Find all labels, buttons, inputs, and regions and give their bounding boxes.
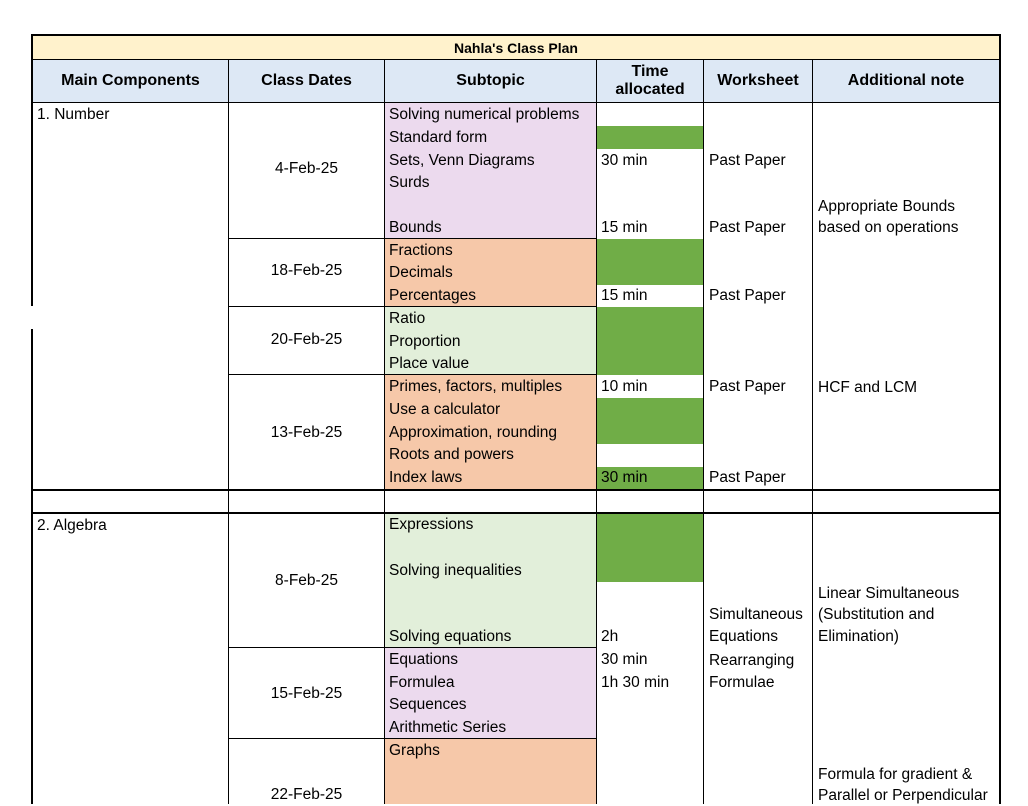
worksheet-value: Past Paper	[709, 378, 786, 395]
header-subtopic: Subtopic	[385, 60, 596, 102]
subtopic-item: Surds	[389, 174, 430, 191]
subtopic-item: Approximation, rounding	[389, 424, 558, 441]
time-fill-ratio	[597, 307, 704, 375]
grid-line	[31, 329, 33, 804]
subtopic-item: Roots and powers	[389, 446, 514, 463]
time-allocated-value: 2h	[601, 628, 619, 645]
time-fill-standard-form	[597, 126, 704, 149]
note-text: HCF and LCM	[818, 379, 918, 396]
grid-line	[31, 102, 1001, 103]
grid-line	[228, 306, 597, 307]
subtopic-item: Place value	[389, 355, 470, 372]
note-text: (Substitution and	[818, 606, 935, 623]
subtopic-item: Percentages	[389, 287, 477, 304]
time-allocated-value: 30 min	[601, 469, 648, 486]
subtopic-item: Solving numerical problems	[389, 106, 580, 123]
note-text: Elimination)	[818, 628, 899, 645]
time-fill-index-laws	[597, 467, 704, 489]
header-main-components: Main Components	[33, 60, 228, 102]
grid-line	[703, 59, 704, 804]
class-date: 20-Feb-25	[270, 331, 343, 348]
grid-line	[31, 512, 1001, 514]
subtopic-item: Graphs	[389, 742, 440, 759]
subtopic-item: Solving inequalities	[389, 562, 522, 579]
worksheet-value: Past Paper	[709, 287, 786, 304]
header-worksheet: Worksheet	[704, 60, 812, 102]
subtopic-fill-13feb	[385, 375, 597, 489]
subtopic-fill-18feb	[385, 239, 597, 307]
subtopic-item: Equations	[389, 651, 458, 668]
subtopic-item: Index laws	[389, 469, 463, 486]
subtopic-fill-15feb	[385, 648, 597, 739]
grid-line	[384, 59, 385, 804]
worksheet-value: Past Paper	[709, 469, 786, 486]
time-allocated-value: 15 min	[601, 219, 648, 236]
worksheet-value: Formulae	[709, 674, 775, 691]
grid-line	[812, 59, 813, 804]
class-date: 8-Feb-25	[275, 572, 338, 589]
worksheet-value: Equations	[709, 628, 778, 645]
time-fill-expressions	[597, 514, 704, 582]
class-date: 22-Feb-25	[270, 786, 343, 803]
sheet-title: Nahla's Class Plan	[33, 36, 999, 59]
note-text: Linear Simultaneous	[818, 585, 960, 602]
grid-line	[31, 59, 1001, 60]
subtopic-fill-4feb	[385, 103, 597, 239]
subtopic-item: Proportion	[389, 333, 461, 350]
subtopic-item: Formulea	[389, 674, 455, 691]
time-fill-fractions	[597, 239, 704, 285]
time-fill-calculator	[597, 398, 704, 444]
note-text: Parallel or Perpendicular	[818, 787, 988, 804]
subtopic-item: Fractions	[389, 242, 453, 259]
subtopic-fill-20feb	[385, 307, 597, 375]
class-date: 4-Feb-25	[275, 160, 338, 177]
grid-line	[31, 34, 1001, 36]
time-allocated-value: 10 min	[601, 378, 648, 395]
time-allocated-value: 30 min	[601, 651, 648, 668]
note-text: Appropriate Bounds	[818, 198, 956, 215]
header-time-allocated: Time allocated	[597, 60, 703, 102]
grid-line	[228, 59, 229, 804]
header-class-dates: Class Dates	[229, 60, 384, 102]
subtopic-item: Arithmetic Series	[389, 719, 507, 736]
subtopic-fill-22feb	[385, 739, 597, 804]
grid-line	[228, 238, 597, 239]
worksheet-value: Past Paper	[709, 219, 786, 236]
component-algebra: 2. Algebra	[37, 517, 107, 534]
subtopic-item: Sets, Venn Diagrams	[389, 152, 535, 169]
class-date: 15-Feb-25	[270, 685, 343, 702]
grid-line	[228, 374, 597, 375]
grid-line	[228, 647, 597, 648]
worksheet-value: Rearranging	[709, 652, 795, 669]
subtopic-item: Decimals	[389, 264, 453, 281]
header-additional-note: Additional note	[813, 60, 999, 102]
subtopic-item: Standard form	[389, 129, 488, 146]
subtopic-item: Bounds	[389, 219, 442, 236]
subtopic-item: Use a calculator	[389, 401, 501, 418]
worksheet-value: Past Paper	[709, 152, 786, 169]
subtopic-item: Sequences	[389, 696, 467, 713]
subtopic-item: Solving equations	[389, 628, 512, 645]
time-allocated-value: 15 min	[601, 287, 648, 304]
note-text: based on operations	[818, 219, 959, 236]
note-text: Formula for gradient &	[818, 766, 973, 783]
grid-line	[228, 738, 597, 739]
time-allocated-value: 1h 30 min	[601, 674, 670, 691]
component-number: 1. Number	[37, 106, 110, 123]
grid-line	[596, 59, 597, 804]
class-date: 18-Feb-25	[270, 262, 343, 279]
grid-line	[999, 34, 1001, 804]
subtopic-item: Expressions	[389, 516, 474, 533]
grid-line	[31, 489, 1001, 491]
time-allocated-value: 30 min	[601, 152, 648, 169]
subtopic-fill-8feb	[385, 514, 597, 648]
grid-line	[31, 34, 33, 306]
class-date: 13-Feb-25	[270, 424, 343, 441]
subtopic-item: Primes, factors, multiples	[389, 378, 563, 395]
worksheet-value: Simultaneous	[709, 606, 803, 623]
subtopic-item: Ratio	[389, 310, 426, 327]
